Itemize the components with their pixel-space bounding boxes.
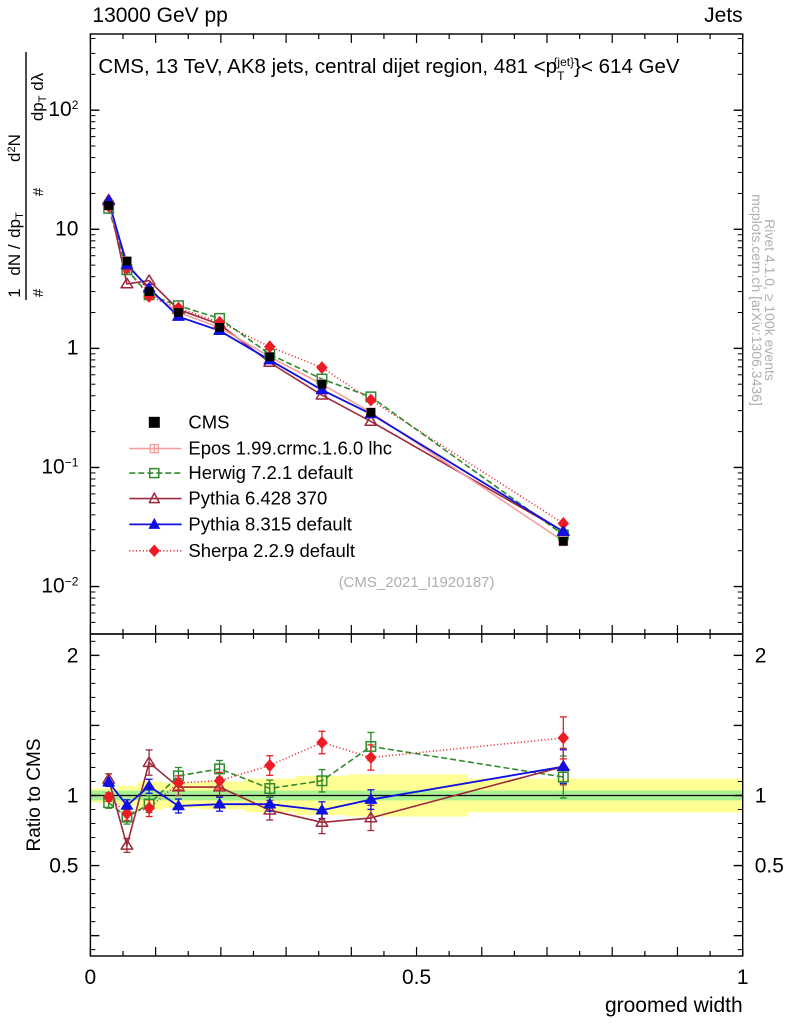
svg-text:1: 1 — [67, 785, 79, 808]
svg-text:dN /: dN / — [5, 244, 24, 275]
svg-text:0.5: 0.5 — [402, 966, 431, 989]
svg-text:Pythia 6.428 370: Pythia 6.428 370 — [188, 488, 327, 509]
svg-text:(CMS_2021_I1920187): (CMS_2021_I1920187) — [339, 574, 495, 591]
svg-text:Epos 1.99.crmc.1.6.0 lhc: Epos 1.99.crmc.1.6.0 lhc — [188, 438, 392, 459]
svg-text:Jets: Jets — [704, 4, 743, 27]
svg-text:0.5: 0.5 — [755, 855, 784, 878]
svg-text:0.5: 0.5 — [49, 855, 78, 878]
svg-text:1: 1 — [755, 785, 767, 808]
svg-text:Pythia 8.315 default: Pythia 8.315 default — [188, 513, 352, 534]
svg-text:Sherpa 2.2.9 default: Sherpa 2.2.9 default — [188, 540, 355, 561]
svg-text:1: 1 — [737, 966, 749, 989]
svg-text:groomed width: groomed width — [605, 994, 743, 1017]
svg-text:Ratio to CMS: Ratio to CMS — [24, 739, 45, 852]
svg-text:mcplots.cern.ch [arXiv:1306.34: mcplots.cern.ch [arXiv:1306.3436] — [749, 194, 765, 406]
svg-text:13000 GeV pp: 13000 GeV pp — [92, 4, 227, 27]
svg-text:0: 0 — [85, 966, 97, 989]
svg-text:CMS: CMS — [188, 411, 229, 432]
svg-text:#: # — [30, 187, 47, 196]
svg-text:1: 1 — [67, 336, 79, 359]
svg-text:2: 2 — [67, 644, 79, 667]
svg-text:10: 10 — [55, 217, 78, 240]
svg-text:#: # — [30, 288, 47, 297]
svg-text:1: 1 — [5, 288, 24, 297]
svg-text:2: 2 — [755, 644, 767, 667]
svg-text:Herwig 7.2.1 default: Herwig 7.2.1 default — [188, 462, 353, 483]
